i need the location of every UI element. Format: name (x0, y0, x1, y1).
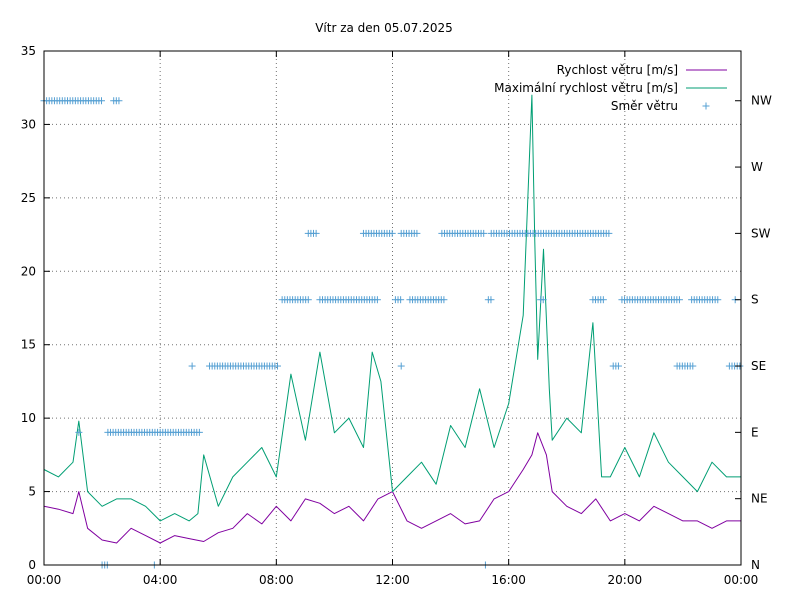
direction-point (273, 362, 281, 370)
legend-swatch (702, 102, 710, 110)
direction-point (675, 296, 683, 304)
y-tick-label: 10 (21, 411, 36, 425)
y2-tick-label: E (751, 425, 759, 439)
plot-series (40, 94, 744, 569)
x-tick-label: 08:00 (259, 573, 294, 587)
axis-ticks: 0 5 10 15 20 25 30 35 00:00 04:00 08:00 12:00 16:00 2… (21, 44, 772, 587)
direction-point (605, 229, 613, 237)
legend-item: Rychlost větru [m/s] (557, 63, 727, 77)
legend: Rychlost větru [m/s] Maximální rychlost v… (494, 63, 727, 113)
y-tick-label: 5 (28, 485, 36, 499)
direction-point (195, 428, 203, 436)
direction-point (614, 362, 622, 370)
direction-point (304, 296, 312, 304)
y-tick-label: 35 (21, 44, 36, 58)
x-tick-label: 12:00 (375, 573, 410, 587)
y-tick-label: 25 (21, 191, 36, 205)
y2-tick-label: N (751, 558, 760, 572)
y2-tick-label: SW (751, 226, 771, 240)
series-1-line (43, 94, 741, 522)
y2-tick-label: S (751, 293, 759, 307)
x-tick-label: 04:00 (143, 573, 178, 587)
direction-point (487, 296, 495, 304)
direction-point (714, 296, 722, 304)
direction-point (480, 229, 488, 237)
legend-label: Maximální rychlost větru [m/s] (494, 81, 678, 95)
direction-point (539, 296, 547, 304)
y2-tick-label: W (751, 160, 763, 174)
legend-item: Směr větru (611, 99, 710, 113)
x-tick-label: 16:00 (491, 573, 526, 587)
direction-point (312, 229, 320, 237)
legend-label: Směr větru (611, 99, 678, 113)
legend-label: Rychlost větru [m/s] (557, 63, 678, 77)
direction-point (188, 362, 196, 370)
y-tick-label: 0 (28, 558, 36, 572)
direction-point (599, 296, 607, 304)
direction-point (413, 229, 421, 237)
x-tick-label: 00:00 (724, 573, 759, 587)
y-tick-label: 15 (21, 338, 36, 352)
y2-tick-label: SE (751, 359, 766, 373)
legend-item: Maximální rychlost větru [m/s] (494, 81, 727, 95)
y-tick-label: 20 (21, 264, 36, 278)
x-tick-label: 20:00 (608, 573, 643, 587)
direction-point (397, 362, 405, 370)
direction-point (373, 296, 381, 304)
y2-tick-label: NW (751, 94, 772, 108)
direction-point (388, 229, 396, 237)
direction-point (75, 428, 83, 436)
direction-point (98, 97, 106, 105)
y-tick-label: 30 (21, 117, 36, 131)
direction-point (397, 296, 405, 304)
x-tick-label: 00:00 (27, 573, 62, 587)
y2-tick-label: NE (751, 492, 768, 506)
series-2-markers (40, 97, 744, 569)
chart-title: Vítr za den 05.07.2025 (315, 21, 453, 35)
grid-lines (44, 51, 741, 565)
direction-point (115, 97, 123, 105)
series-0-line (43, 432, 741, 544)
direction-point (689, 362, 697, 370)
direction-point (440, 296, 448, 304)
